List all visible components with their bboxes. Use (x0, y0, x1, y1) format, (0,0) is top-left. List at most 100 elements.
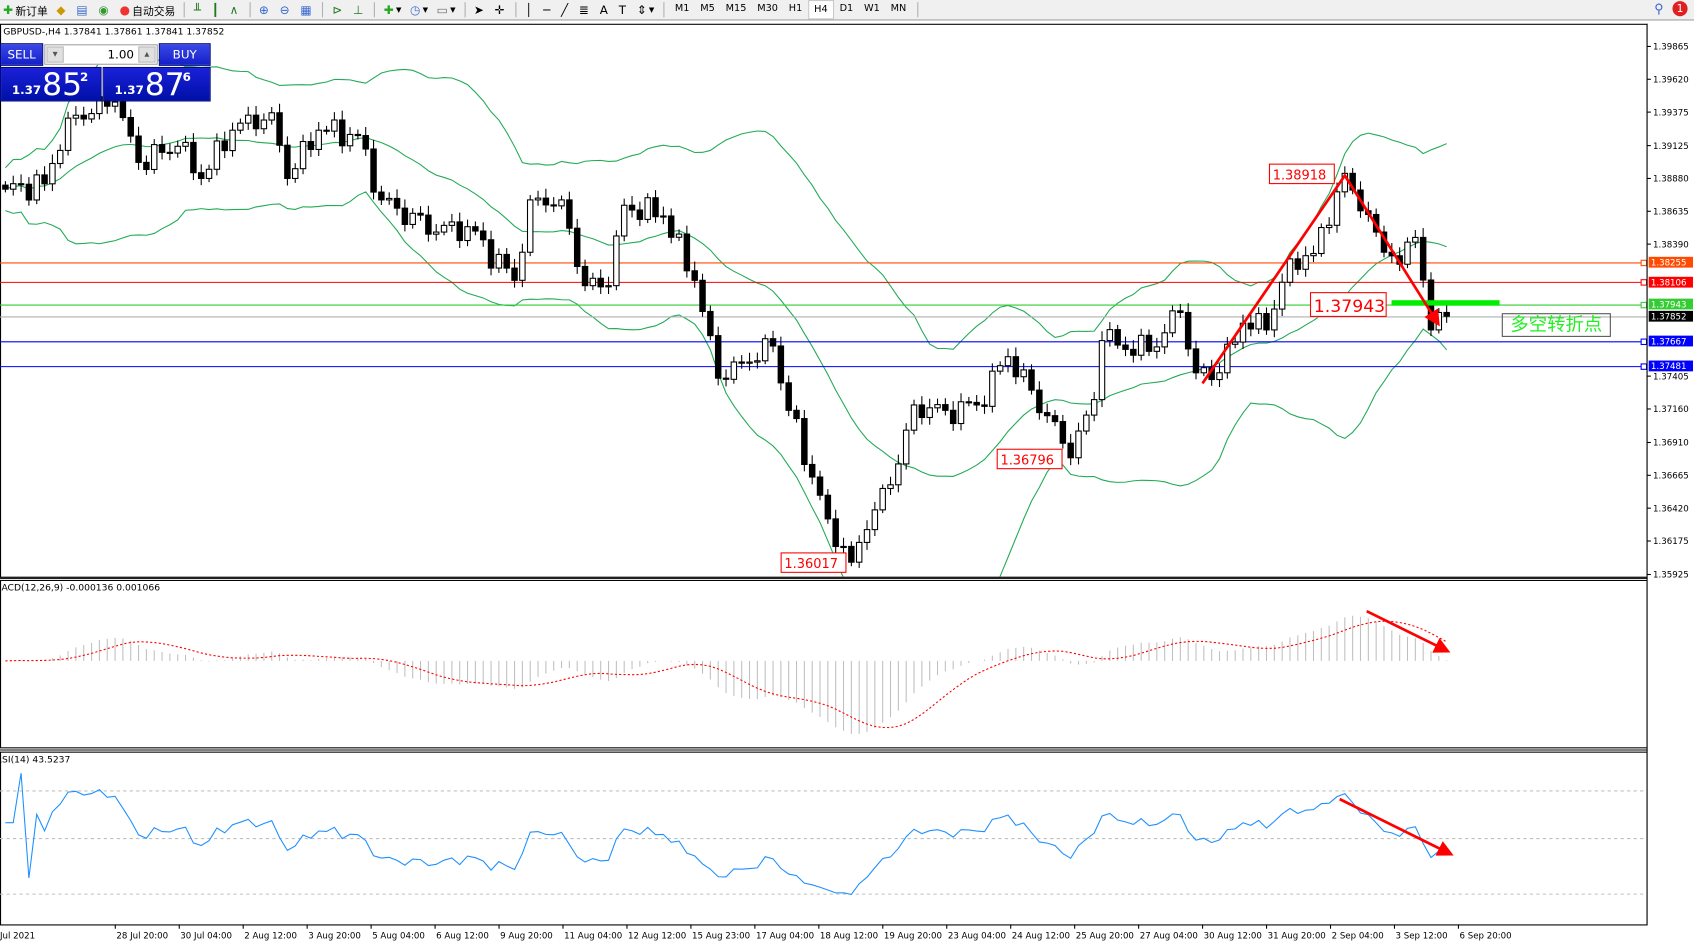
candle (1153, 337, 1161, 359)
bull-candle-body (56, 149, 64, 165)
bear-candle-body (597, 277, 604, 288)
bull-candle-body (989, 370, 996, 407)
zoom-in-button[interactable]: ⊕ (256, 1, 275, 18)
text-label-button[interactable]: T (615, 1, 631, 18)
divider (515, 2, 517, 18)
candle (190, 133, 197, 181)
bull-candle-body (205, 168, 213, 179)
periods-button[interactable]: ◷ ▾ (410, 2, 429, 17)
bear-candle-body (573, 227, 581, 267)
arrows-button[interactable]: ⇕ ▾ (636, 2, 655, 17)
chart-shift-button[interactable]: ⊥ (350, 1, 369, 18)
notification-badge[interactable]: 1 (1672, 1, 1688, 17)
candle (1036, 381, 1043, 420)
templates-button[interactable]: ▭ ▾ (436, 2, 456, 17)
timeframe-m1[interactable]: M1 (674, 3, 690, 15)
bull-candle-body (1137, 334, 1145, 356)
line-handle[interactable] (1640, 259, 1648, 267)
bar-chart-button[interactable]: ╨ (190, 1, 206, 18)
candle (605, 276, 612, 295)
timeframe-m15[interactable]: M15 (725, 3, 747, 15)
bear-candle-body (785, 382, 792, 411)
line-handle[interactable] (1640, 338, 1648, 346)
candle (628, 196, 636, 218)
indicators-button[interactable]: ✚ ▾ (383, 2, 402, 17)
buy-price[interactable]: 1.37 87 6 (102, 66, 211, 103)
timeframe-mn[interactable]: MN (890, 3, 907, 15)
bear-candle-body (1443, 311, 1450, 317)
bull-candle-body (754, 360, 761, 363)
candle (33, 169, 40, 205)
price-pane: 1.38918 1.37943 1.36796 1.36017 (0, 51, 1647, 577)
bull-candle-body (464, 226, 471, 242)
candle (550, 197, 557, 213)
bear-candle-body (550, 204, 557, 207)
bear-candle-body (1263, 313, 1270, 331)
trendline-button[interactable]: ╱ (558, 1, 574, 18)
candle (401, 199, 409, 232)
candle (816, 470, 824, 501)
bull-candle-body (1169, 310, 1176, 334)
market-watch-icon: ◆ (56, 2, 66, 17)
line-chart-button[interactable]: ∧ (226, 1, 243, 18)
cursor-button[interactable]: ➤ (471, 1, 490, 18)
search-icon[interactable]: ⚲ (1654, 1, 1664, 17)
autoscroll-icon: ⊳ (332, 2, 343, 17)
candle (754, 352, 761, 369)
bull-candle-body (1286, 258, 1294, 283)
one-click-trading-panel: SELL ▼ ▲ BUY 1.37 85 2 1.37 87 6 (0, 43, 212, 103)
candlestick-button[interactable]: ┃ (208, 1, 224, 18)
bear-candle-body (323, 129, 330, 132)
bull-candle-body (1004, 356, 1012, 367)
market-watch-button[interactable]: ◆ (53, 1, 71, 18)
timeframe-m30[interactable]: M30 (757, 3, 778, 15)
candle (1051, 409, 1059, 427)
horizontal-line-button[interactable]: ─ (540, 1, 556, 18)
bear-candle-body (127, 117, 134, 137)
bear-candle-body (25, 183, 33, 201)
signal-button[interactable]: ◉ (95, 1, 114, 18)
lot-increase-button[interactable]: ▲ (138, 46, 156, 63)
sell-price[interactable]: 1.37 85 2 (0, 66, 102, 103)
lot-stepper: ▼ ▲ (44, 44, 158, 65)
bull-candle-body (237, 122, 244, 131)
candle (511, 258, 518, 288)
crosshair-button[interactable]: ✛ (491, 1, 510, 18)
line-handle[interactable] (1640, 363, 1648, 370)
buy-button[interactable]: BUY (158, 43, 211, 66)
autoscroll-button[interactable]: ⊳ (329, 1, 348, 18)
bull-candle-body (1083, 414, 1090, 432)
bull-candle-body (1090, 399, 1098, 416)
time-tick-label: 19 Aug 20:00 (884, 931, 942, 941)
new-order-button[interactable]: ✚ 新订单 (0, 1, 51, 18)
bull-candle-body (1231, 341, 1239, 345)
line-handle[interactable] (1640, 279, 1648, 286)
timeframe-h1[interactable]: H1 (788, 3, 803, 15)
sell-button[interactable]: SELL (0, 43, 44, 66)
line-handle[interactable] (1640, 301, 1648, 309)
bull-candle-body (9, 183, 17, 190)
candle (934, 398, 941, 413)
vertical-line-button[interactable]: │ (522, 1, 538, 18)
candle (1294, 251, 1302, 276)
timeframe-m5[interactable]: M5 (700, 3, 715, 15)
timeframe-d1[interactable]: D1 (839, 3, 854, 15)
auto-trading-button[interactable]: ● 自动交易 (116, 1, 178, 18)
timeframe-h4[interactable]: H4 (807, 0, 835, 20)
timeframe-w1[interactable]: W1 (864, 3, 880, 15)
candle (166, 143, 174, 161)
lot-decrease-button[interactable]: ▼ (46, 46, 64, 63)
candle (1318, 223, 1325, 257)
macd-trend-arrow (1366, 610, 1451, 653)
tile-windows-button[interactable]: ▦ (297, 1, 317, 18)
candle (260, 113, 268, 135)
candle (150, 139, 158, 174)
lot-input[interactable] (64, 46, 134, 62)
data-window-button[interactable]: ▤ (73, 1, 93, 18)
candle (902, 423, 910, 470)
bear-candle-body (1059, 421, 1067, 444)
zoom-out-button[interactable]: ⊖ (276, 1, 295, 18)
fibonacci-button[interactable]: ≣ (576, 1, 595, 18)
text-button[interactable]: A (597, 1, 614, 18)
